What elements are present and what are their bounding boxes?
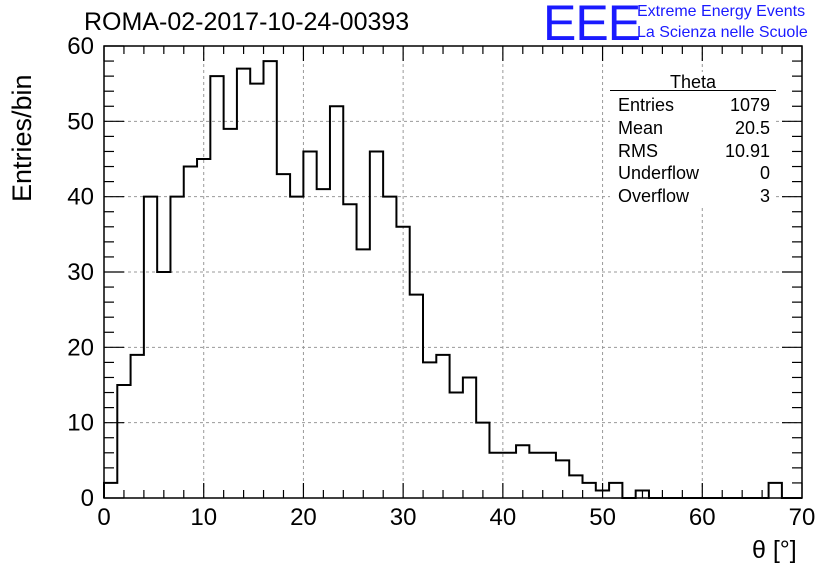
stats-value: 3 (759, 186, 770, 207)
grid-lines (104, 46, 802, 498)
y-tick-label: 60 (67, 33, 94, 60)
stats-label: Entries (618, 95, 675, 115)
y-tick-label: 30 (67, 259, 94, 286)
axis-ticks (103, 45, 803, 499)
stats-label: Mean (618, 117, 664, 138)
stats-row-mean: Mean 20.5 (610, 117, 776, 140)
stats-row-overflow: Overflow 3 (610, 185, 776, 208)
x-tick-label: 0 (97, 504, 110, 531)
x-tick-label: 20 (290, 504, 317, 531)
x-tick-label: 40 (490, 504, 517, 531)
y-axis-label: Entries/bin (7, 74, 37, 202)
stats-value: 0 (759, 163, 770, 184)
x-tick-label: 70 (789, 504, 816, 531)
y-tick-label: 50 (67, 108, 94, 135)
eee-logo: EEE (543, 0, 641, 51)
stats-box: Theta Entries 1079 Mean 20.5 RMS 10.91 U… (610, 72, 776, 208)
stats-row-entries: Entries 1079 (610, 94, 776, 117)
x-axis-label: θ [°] (752, 536, 797, 564)
stats-value: 10.91 (724, 140, 770, 161)
y-tick-label: 40 (67, 184, 94, 211)
logo-line-1: Extreme Energy Events (637, 3, 806, 20)
logo-line-2: La Scienza nelle Scuole (637, 24, 808, 41)
stats-value: 1079 (729, 95, 770, 115)
y-tick-label: 0 (81, 485, 94, 512)
plot-title: ROMA-02-2017-10-24-00393 (84, 8, 410, 36)
stats-row-underflow: Underflow 0 (610, 162, 776, 185)
histogram-line (103, 60, 802, 499)
plot-frame (103, 45, 803, 499)
x-tick-label: 60 (689, 504, 716, 531)
stats-label: Overflow (618, 186, 690, 207)
stats-label: RMS (618, 140, 658, 161)
stats-title: Theta (610, 72, 776, 92)
stats-label: Underflow (618, 163, 700, 184)
y-tick-label: 10 (67, 410, 94, 437)
x-tick-label: 50 (589, 504, 616, 531)
x-tick-label: 10 (190, 504, 217, 531)
x-tick-label: 30 (390, 504, 417, 531)
stats-row-rms: RMS 10.91 (610, 140, 776, 163)
y-tick-label: 20 (67, 334, 94, 361)
stats-value: 20.5 (734, 117, 770, 138)
